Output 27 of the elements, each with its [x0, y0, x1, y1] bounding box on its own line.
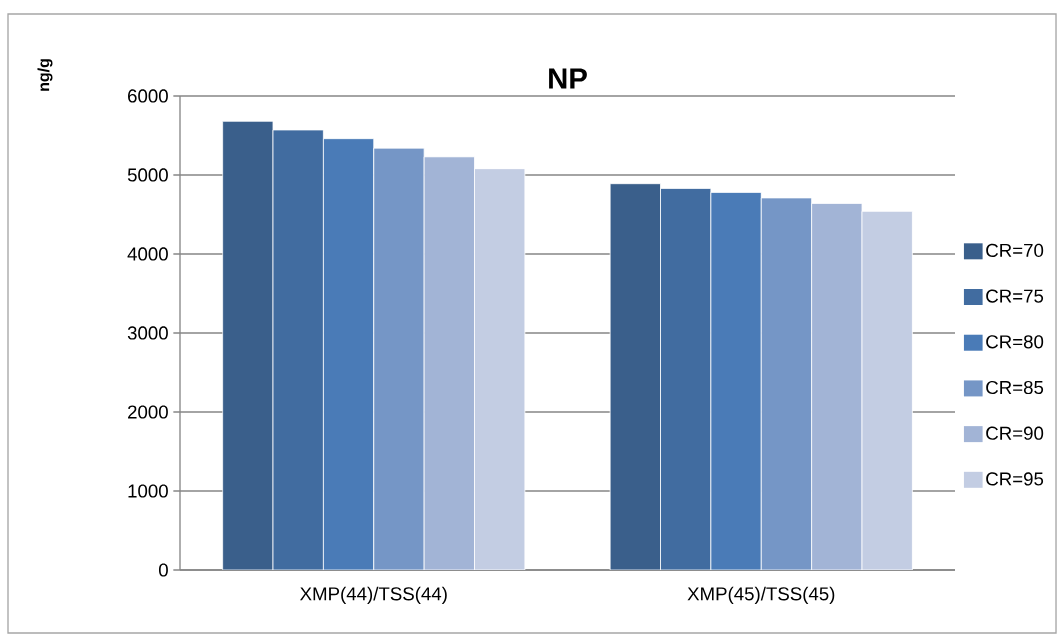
- bar: [660, 188, 712, 570]
- x-tick-label: XMP(44)/TSS(44): [300, 586, 447, 605]
- bar: [423, 156, 475, 570]
- legend-label: CR=90: [986, 426, 1044, 440]
- y-axis-title: ng/g: [37, 59, 53, 91]
- legend-label: CR=80: [986, 335, 1044, 349]
- y-tick-label: 5000: [127, 168, 168, 182]
- y-tick-label: 6000: [128, 89, 168, 103]
- y-tick-label: 4000: [127, 247, 168, 261]
- legend-label: CR=95: [986, 472, 1044, 486]
- bar: [322, 138, 375, 570]
- chart-title: NP: [549, 68, 587, 89]
- bar: [861, 210, 913, 570]
- bar: [474, 168, 526, 570]
- legend-label: CR=75: [986, 289, 1044, 303]
- legend-label: CR=85: [986, 380, 1044, 395]
- bar: [811, 203, 863, 570]
- y-tick-label: 2000: [128, 405, 168, 419]
- y-tick-label: 3000: [127, 326, 168, 340]
- bar: [373, 147, 425, 570]
- y-tick-label: 0: [158, 563, 168, 577]
- bar: [272, 129, 324, 570]
- legend-label: CR=70: [986, 243, 1044, 258]
- y-tick-label: 1000: [128, 484, 168, 498]
- bar: [760, 197, 813, 570]
- bar: [710, 191, 762, 570]
- x-tick-label: XMP(45)/TSS(45): [687, 586, 835, 605]
